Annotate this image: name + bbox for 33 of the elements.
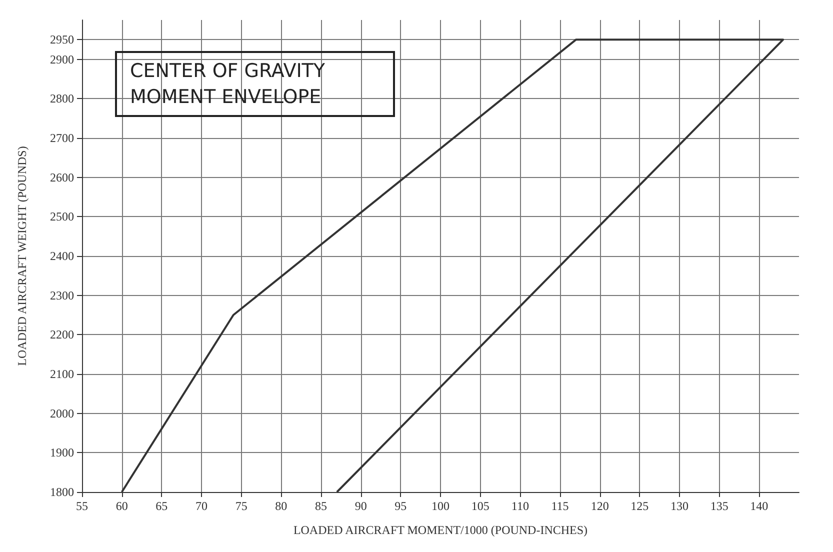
x-tick-label: 120	[590, 499, 609, 513]
y-axis-title: LOADED AIRCRAFT WEIGHT (POUNDS)	[15, 146, 29, 366]
y-tick-label: 2900	[50, 52, 74, 66]
x-tick-label: 75	[235, 499, 248, 513]
x-tick-label: 95	[394, 499, 407, 513]
x-tick-label: 105	[471, 499, 490, 513]
x-tick-label: 60	[116, 499, 128, 513]
x-tick-label: 130	[670, 499, 688, 513]
y-tick-label: 2200	[50, 328, 74, 342]
y-tick-label: 1800	[50, 485, 74, 499]
y-tick-label: 2400	[50, 249, 74, 263]
y-tick-label: 2950	[50, 32, 74, 47]
y-tick-label: 1900	[50, 446, 74, 460]
x-tick-label: 65	[156, 499, 168, 513]
y-tick-label: 2600	[50, 170, 74, 184]
y-tick-label: 2700	[50, 131, 74, 145]
x-tick-label: 70	[196, 499, 208, 513]
x-axis-title: LOADED AIRCRAFT MOMENT/1000 (POUND-INCHES)	[293, 523, 588, 537]
x-tick-label: 135	[710, 499, 728, 513]
y-tick-label: 2800	[50, 92, 74, 106]
x-tick-label: 140	[750, 499, 768, 513]
y-tick-label: 2300	[50, 288, 74, 302]
x-tick-label: 125	[630, 499, 649, 513]
y-tick-label: 2500	[50, 210, 74, 224]
y-tick-label: 2100	[50, 367, 74, 381]
x-tick-label: 100	[432, 499, 450, 513]
y-tick-label: 2000	[50, 406, 74, 420]
x-tick-label: 85	[315, 499, 327, 513]
x-tick-label: 90	[354, 499, 367, 513]
x-tick-label: 115	[551, 499, 569, 513]
x-tick-label: 55	[76, 499, 88, 513]
x-tick-label: 110	[511, 499, 529, 513]
x-tick-label: 80	[275, 499, 288, 513]
